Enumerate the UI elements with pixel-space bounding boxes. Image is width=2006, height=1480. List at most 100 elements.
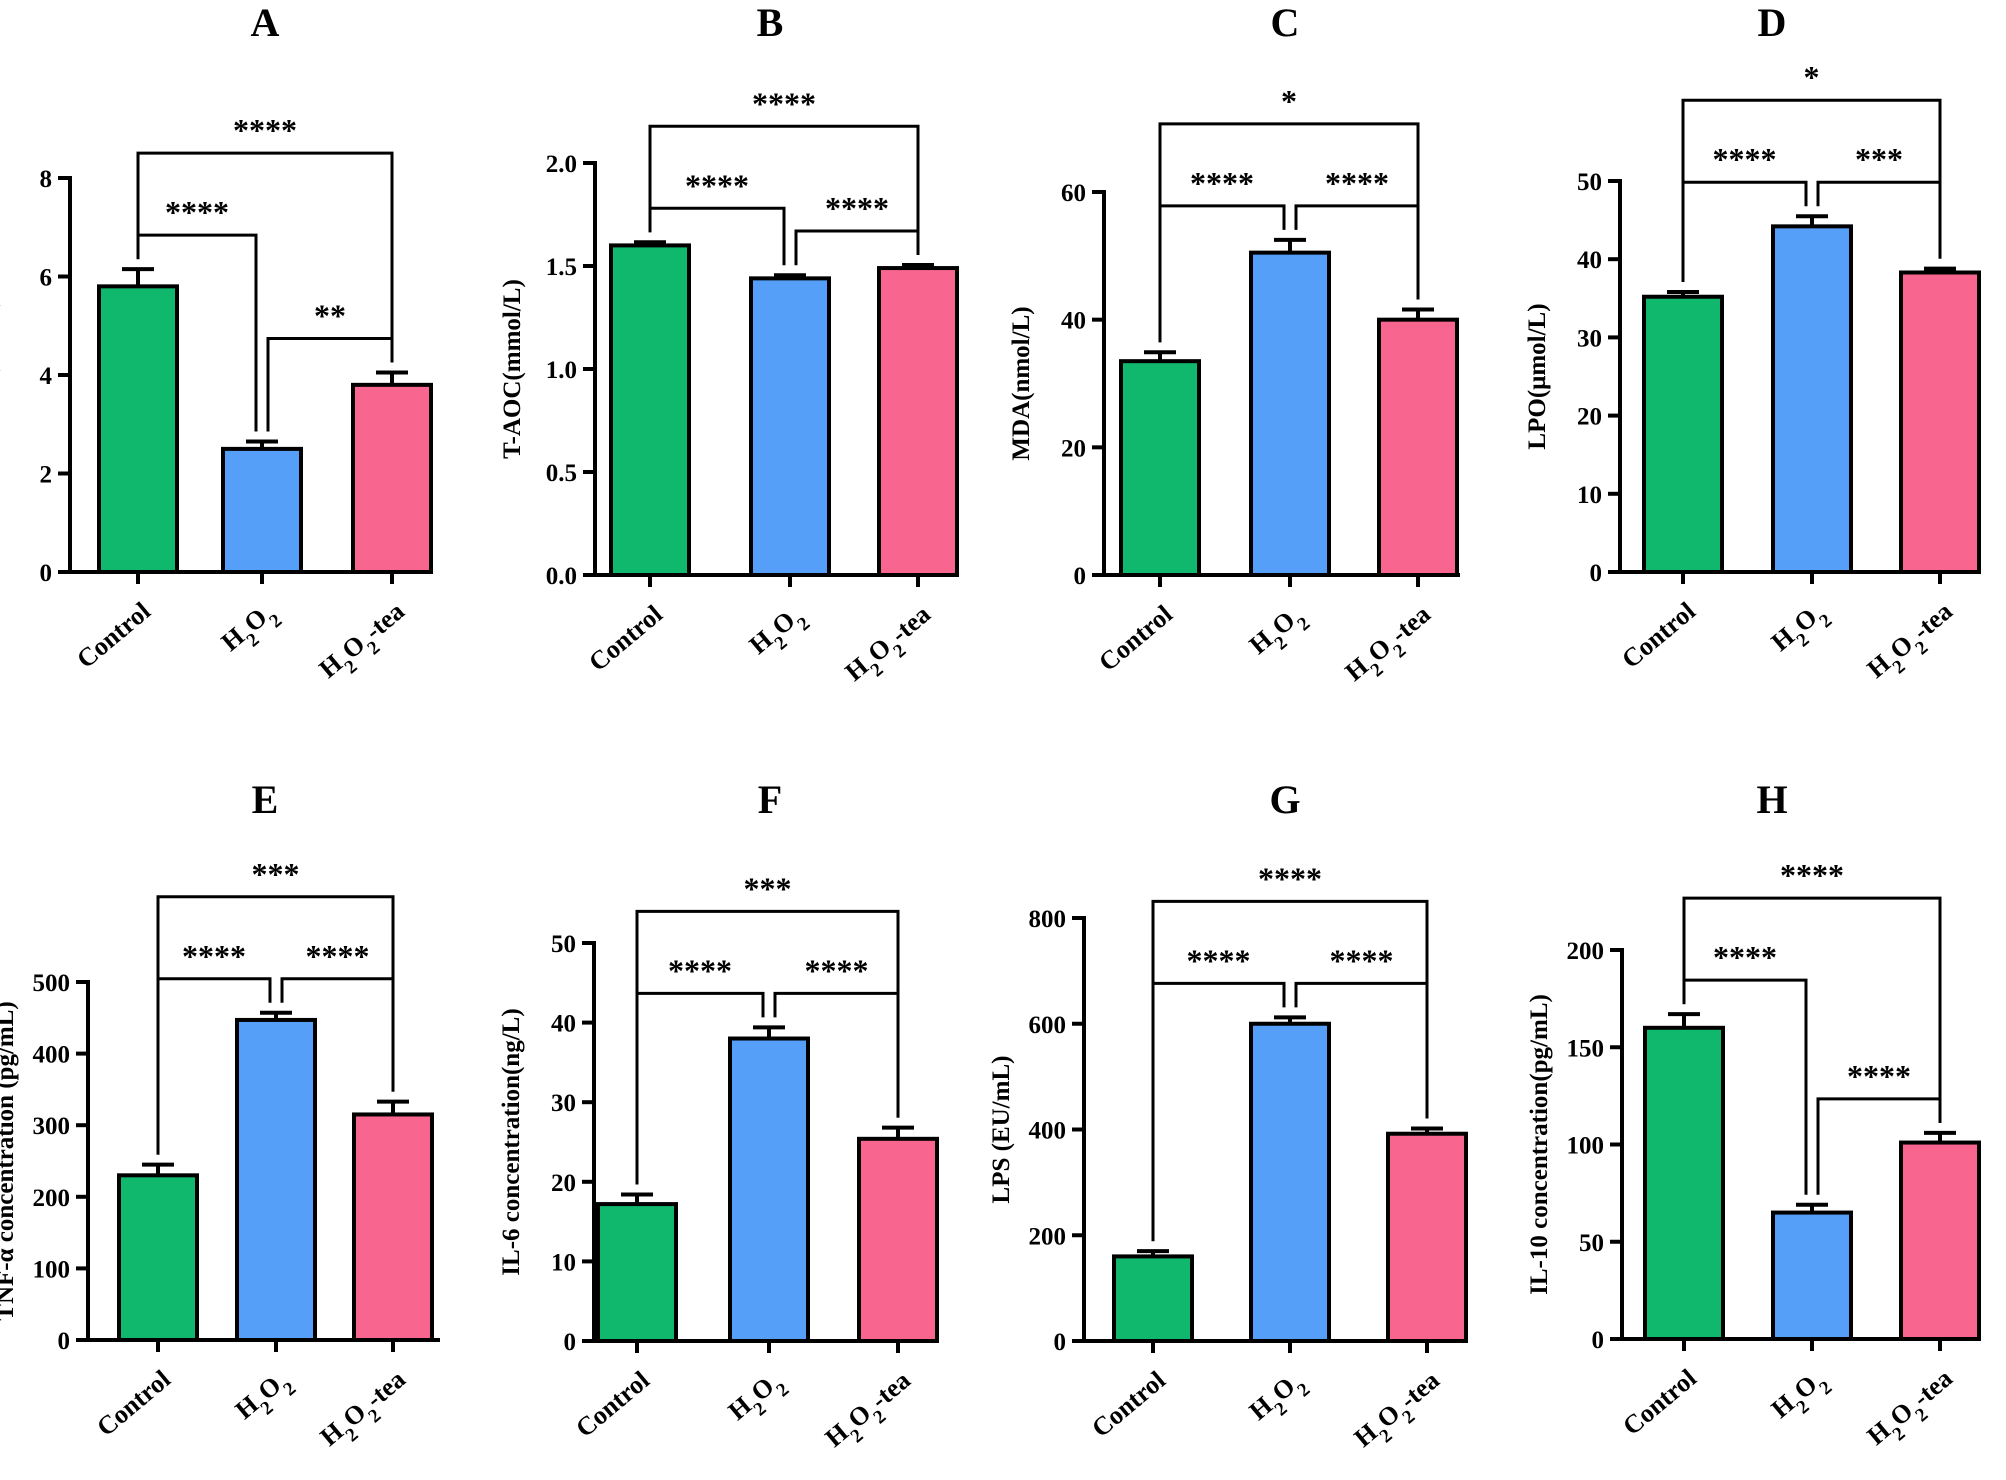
y-tick-label: 4 <box>40 363 53 390</box>
y-axis-label: TNF-α concentration (pg/mL) <box>0 1001 19 1320</box>
bar-1 <box>749 276 831 577</box>
y-tick-label: 200 <box>1029 1223 1067 1250</box>
y-tick-label: 100 <box>1567 1133 1605 1160</box>
x-tick-label: Control <box>583 599 668 677</box>
panel-title: A <box>251 0 280 45</box>
y-tick-label: 1.5 <box>546 254 577 281</box>
y-axis-label: T-SOD(U/mL) <box>0 298 1 451</box>
x-tick-label: H2O2 <box>744 599 814 667</box>
x-tick-label: Control <box>1617 1363 1702 1441</box>
significance-label: **** <box>752 85 816 121</box>
panel-b: B T-AOC(mmol/L) 0.0 0.5 1.0 1.5 2.0 Control H2O2… <box>499 0 959 694</box>
significance-label: **** <box>1713 939 1777 975</box>
x-tick-label: Control <box>71 596 156 674</box>
significance-label: ** <box>314 298 346 334</box>
panel-title: B <box>757 0 784 45</box>
significance-label: **** <box>1330 942 1394 978</box>
significance-label: * <box>1281 83 1297 119</box>
x-tick-label: Control <box>570 1365 655 1443</box>
significance-label: **** <box>1713 141 1777 177</box>
x-tick-label: H2O2 <box>1244 1365 1314 1433</box>
bar-2 <box>877 266 959 577</box>
significance-bracket <box>635 909 900 1185</box>
significance-bracket <box>1681 98 1942 283</box>
y-tick-label: 20 <box>1577 404 1602 431</box>
bar-1 <box>235 1017 317 1342</box>
x-tick-label: H2O2-tea <box>1862 596 1964 691</box>
significance-label: **** <box>233 112 297 148</box>
bar-2 <box>1899 270 1981 574</box>
y-tick-label: 0 <box>1054 1329 1067 1356</box>
significance-bracket <box>1158 122 1420 343</box>
y-tick-label: 60 <box>1061 180 1086 207</box>
y-tick-label: 40 <box>551 1011 576 1038</box>
y-tick-label: 50 <box>1579 1230 1604 1257</box>
significance-label: **** <box>182 938 246 974</box>
bar-1 <box>1771 224 1853 575</box>
significance-label: **** <box>1325 165 1389 201</box>
x-tick-label: H2O2-tea <box>840 599 942 694</box>
x-tick-label: H2O2-tea <box>1340 599 1442 694</box>
bar-0 <box>596 1202 678 1344</box>
y-tick-label: 600 <box>1029 1012 1067 1039</box>
y-tick-label: 200 <box>1567 938 1605 965</box>
bar-1 <box>1249 1021 1331 1343</box>
bar-0 <box>1119 359 1201 577</box>
y-axis-label: T-AOC(mmol/L) <box>499 279 526 459</box>
y-tick-label: 50 <box>551 931 576 958</box>
significance-label: **** <box>306 938 370 974</box>
y-axis-label: LPO(μmol/L) <box>1524 303 1551 449</box>
bar-1 <box>728 1036 810 1344</box>
significance-bracket <box>794 229 920 266</box>
bar-2 <box>1386 1131 1468 1343</box>
y-tick-label: 300 <box>33 1113 71 1140</box>
y-tick-label: 0 <box>1592 1327 1605 1354</box>
y-tick-label: 20 <box>551 1170 576 1197</box>
y-axis-label: IL-6 concentration(ng/L) <box>498 1008 525 1275</box>
y-tick-label: 0 <box>1590 560 1603 587</box>
x-tick-label: H2O2-tea <box>1862 1363 1964 1458</box>
x-tick-label: H2O2-tea <box>315 1364 417 1459</box>
bar-2 <box>1377 317 1459 577</box>
significance-label: **** <box>805 952 869 988</box>
panel-title: D <box>1758 0 1787 45</box>
y-axis-label: LPS (EU/mL) <box>988 1056 1015 1204</box>
bar-0 <box>117 1173 199 1342</box>
significance-label: **** <box>165 194 229 230</box>
y-tick-label: 0 <box>58 1328 71 1355</box>
y-tick-label: 400 <box>1029 1118 1067 1145</box>
panel-g: G LPS (EU/mL) 0 200 400 600 800 Control H2O2 H2O2… <box>988 777 1468 1460</box>
significance-label: **** <box>825 190 889 226</box>
x-tick-label: Control <box>1616 596 1701 674</box>
significance-bracket <box>1682 896 1942 1123</box>
panel-title: C <box>1271 0 1300 45</box>
x-tick-label: H2O2 <box>230 1364 300 1432</box>
significance-label: **** <box>1187 942 1251 978</box>
y-tick-label: 800 <box>1029 906 1067 933</box>
x-tick-label: Control <box>1093 599 1178 677</box>
y-tick-label: 2 <box>40 462 53 489</box>
significance-label: **** <box>1780 857 1844 893</box>
panel-title: F <box>758 777 782 822</box>
significance-label: *** <box>252 856 300 892</box>
panel-title: H <box>1756 777 1787 822</box>
x-tick-label: H2O2-tea <box>314 596 416 691</box>
y-tick-label: 0.5 <box>546 460 577 487</box>
y-tick-label: 50 <box>1577 169 1602 196</box>
y-tick-label: 100 <box>33 1256 71 1283</box>
y-tick-label: 0.0 <box>546 563 577 590</box>
y-tick-label: 2.0 <box>546 151 577 178</box>
significance-label: **** <box>685 167 749 203</box>
y-tick-label: 30 <box>551 1090 576 1117</box>
y-axis-label: MDA(nmol/L) <box>1008 306 1035 460</box>
bar-1 <box>1771 1210 1853 1341</box>
y-tick-label: 1.0 <box>546 357 577 384</box>
bar-0 <box>1642 294 1724 574</box>
panel-f: F IL-6 concentration(ng/L) 0 10 20 30 40 50 Cont… <box>498 777 939 1453</box>
y-tick-label: 0 <box>40 560 53 587</box>
significance-label: **** <box>1847 1058 1911 1094</box>
x-tick-label: H2O2-tea <box>1349 1365 1451 1460</box>
panel-title: E <box>252 777 279 822</box>
